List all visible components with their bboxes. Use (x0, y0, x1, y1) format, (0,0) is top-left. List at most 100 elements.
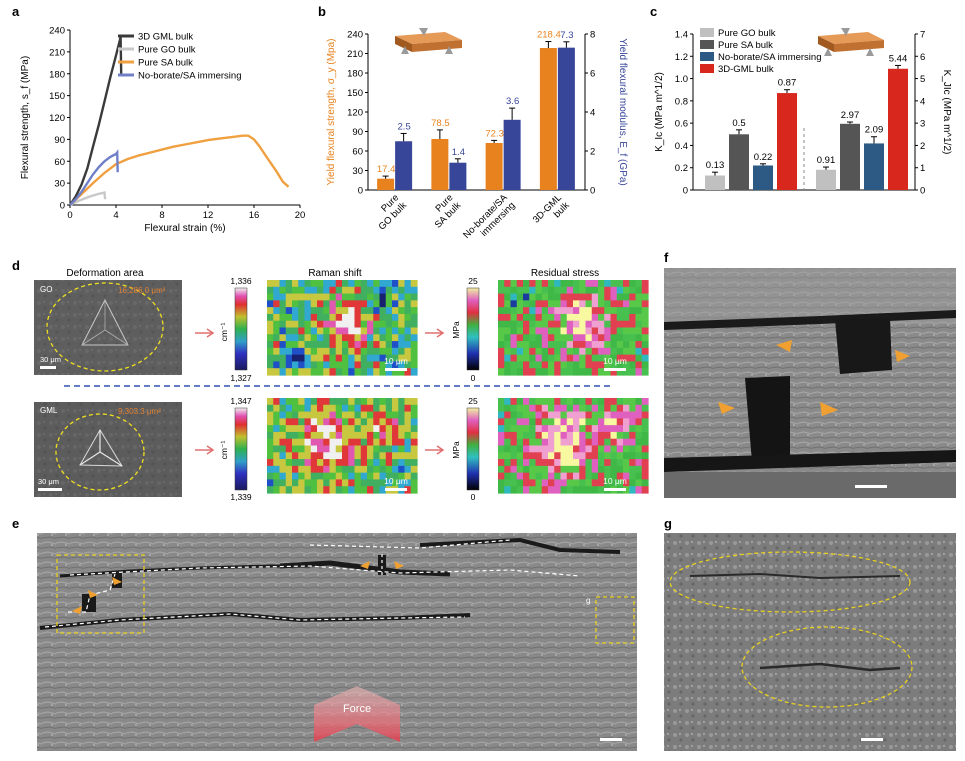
c-data-label-0-3: 0.87 (778, 78, 797, 89)
inset-label-g: g (586, 596, 590, 605)
stress-unit-go: MPa (451, 321, 461, 339)
c-legend-label-3: 3D-GML bulk (718, 64, 774, 75)
sem-image-e: g Force (37, 533, 637, 751)
cb-top-go: 1,336 (230, 276, 252, 286)
a-y-tick-label: 90 (54, 135, 65, 146)
a-legend-label-2: Pure SA bulk (138, 58, 193, 69)
svg-text:10 μm: 10 μm (384, 356, 408, 366)
scale-map-stress-go: 10 μm (603, 356, 627, 371)
panel-letter-e: e (12, 516, 19, 531)
a-x-tick-label: 16 (249, 210, 260, 221)
a-x-tick-label: 20 (295, 210, 306, 221)
svg-text:10 μm: 10 μm (384, 476, 408, 486)
b-y-label: Yield flexural strength, σ_y (Mpa) (326, 39, 337, 186)
c-y2-tick-label: 1 (920, 163, 925, 174)
c-y2-tick-label: 0 (920, 186, 925, 197)
arrow-d-row2-a (195, 445, 215, 455)
col-title-stress: Residual stress (531, 268, 599, 279)
a-series-line-1 (69, 191, 107, 207)
cb-bottom-go: 1,327 (230, 373, 252, 383)
panel-letter-g: g (664, 516, 672, 531)
c-y2-tick-label: 4 (920, 96, 925, 107)
cb-top-gml: 1,347 (230, 396, 252, 406)
c-y2-tick-label: 2 (920, 141, 925, 152)
stress-map-go (498, 280, 649, 376)
c-bar-0-0 (705, 175, 725, 190)
b-y-tick-label: 120 (347, 108, 363, 119)
stress-bottom-gml: 0 (471, 492, 476, 502)
sem-image-f (664, 268, 956, 498)
chart-c-toughness-bars: 0 0.2 0.4 0.6 0.8 1.0 1.2 1.4 0 1 2 3 4 5 6 7 K_Ic (MPa … (654, 28, 952, 197)
c-data-label-1-3: 5.44 (889, 53, 908, 64)
b-data-label-0-1: 78.5 (431, 118, 450, 129)
b-y-tick-label: 0 (358, 186, 363, 197)
cb-bottom-gml: 1,339 (230, 492, 252, 502)
panel-letter-c: c (650, 4, 657, 19)
c-data-label-0-1: 0.5 (732, 118, 745, 129)
b-y2-label: Yield flexural modulus, E_f (GPa) (617, 38, 628, 185)
c-legend-label-2: No-borate/SA immersing (718, 52, 821, 63)
c-data-label-1-0: 0.91 (817, 155, 836, 166)
c-y2-tick-label: 3 (920, 119, 925, 130)
a-x-tick-label: 8 (159, 210, 164, 221)
c-bar-0-2 (753, 165, 773, 190)
raman-map-gml (267, 398, 418, 494)
c-legend-label-1: Pure SA bulk (718, 40, 773, 51)
colorbar-raman-gml: 1,347 1,339 cm⁻¹ (219, 396, 252, 502)
b-bar-1-3 (557, 47, 575, 191)
colorbar-stress-go: 25 0 MPa (451, 276, 480, 383)
specimen-illustration-b (395, 28, 462, 54)
c-bar-0-1 (729, 134, 749, 190)
cb-unit-go: cm⁻¹ (219, 323, 229, 342)
b-y-tick-label: 240 (347, 30, 363, 41)
c-y-tick-label: 1.4 (675, 30, 688, 41)
c-bar-1-3 (888, 68, 908, 190)
b-bar-0-3 (539, 48, 557, 190)
c-data-label-0-0: 0.13 (706, 160, 725, 171)
b-bar-1-1 (449, 162, 467, 190)
c-data-label-0-2: 0.22 (754, 152, 773, 163)
b-data-label-0-2: 72.3 (485, 128, 504, 139)
a-series-line-3 (69, 149, 119, 206)
scale-map-stress-gml: 10 μm (603, 476, 627, 491)
c-legend-swatch-3 (700, 64, 714, 73)
b-data-label-1-1: 1.4 (452, 147, 465, 158)
arrow-d-row1-a (195, 328, 215, 338)
b-data-label-0-0: 17.4 (377, 164, 396, 175)
area-label-go: 16,286.0 μm² (118, 286, 166, 295)
area-label-gml: 9,303.3 μm² (118, 407, 161, 416)
sem-tag-gml: GML (40, 406, 58, 415)
b-bar-0-0 (377, 178, 395, 190)
b-bar-0-2 (485, 143, 503, 190)
b-category-label-0: PureGO bulk (369, 192, 409, 232)
specimen-illustration-c (818, 28, 884, 56)
c-data-label-1-2: 2.09 (865, 125, 884, 136)
c-bar-1-2 (864, 143, 884, 190)
stress-top-gml: 25 (468, 396, 478, 406)
b-y-tick-label: 210 (347, 49, 363, 60)
col-title-raman: Raman shift (308, 268, 362, 279)
c-y-tick-label: 1.2 (675, 52, 688, 63)
c-y-tick-label: 0.8 (675, 96, 688, 107)
scale-sem-gml: 30 μm (38, 477, 59, 486)
b-category-label-2: No-borate/SAimmersing (461, 192, 518, 249)
b-y-tick-label: 90 (352, 127, 363, 138)
c-bar-1-1 (840, 123, 860, 190)
panel-letter-f: f (664, 250, 669, 265)
chart-a-flexural-curves: 0 4 8 12 16 20 0 30 60 90 120 150 180 210 240 Flexural … (20, 26, 305, 235)
a-x-tick-label: 12 (203, 210, 214, 221)
stress-bottom-go: 0 (471, 373, 476, 383)
arrow-d-row2-b (425, 445, 445, 455)
a-y-label: Flexural strength, s_f (MPa) (20, 56, 31, 179)
svg-text:10 μm: 10 μm (603, 356, 627, 366)
sem-tag-go: GO (40, 285, 52, 294)
b-bar-1-2 (503, 119, 521, 190)
scale-sem-go: 30 μm (40, 355, 61, 364)
c-legend-swatch-0 (700, 28, 714, 37)
raman-map-go (267, 280, 418, 376)
a-series-line-0 (69, 37, 123, 206)
col-title-deformation: Deformation area (66, 268, 144, 279)
scale-map-raman-gml: 10 μm (384, 476, 408, 491)
c-data-label-1-1: 2.97 (841, 110, 860, 121)
